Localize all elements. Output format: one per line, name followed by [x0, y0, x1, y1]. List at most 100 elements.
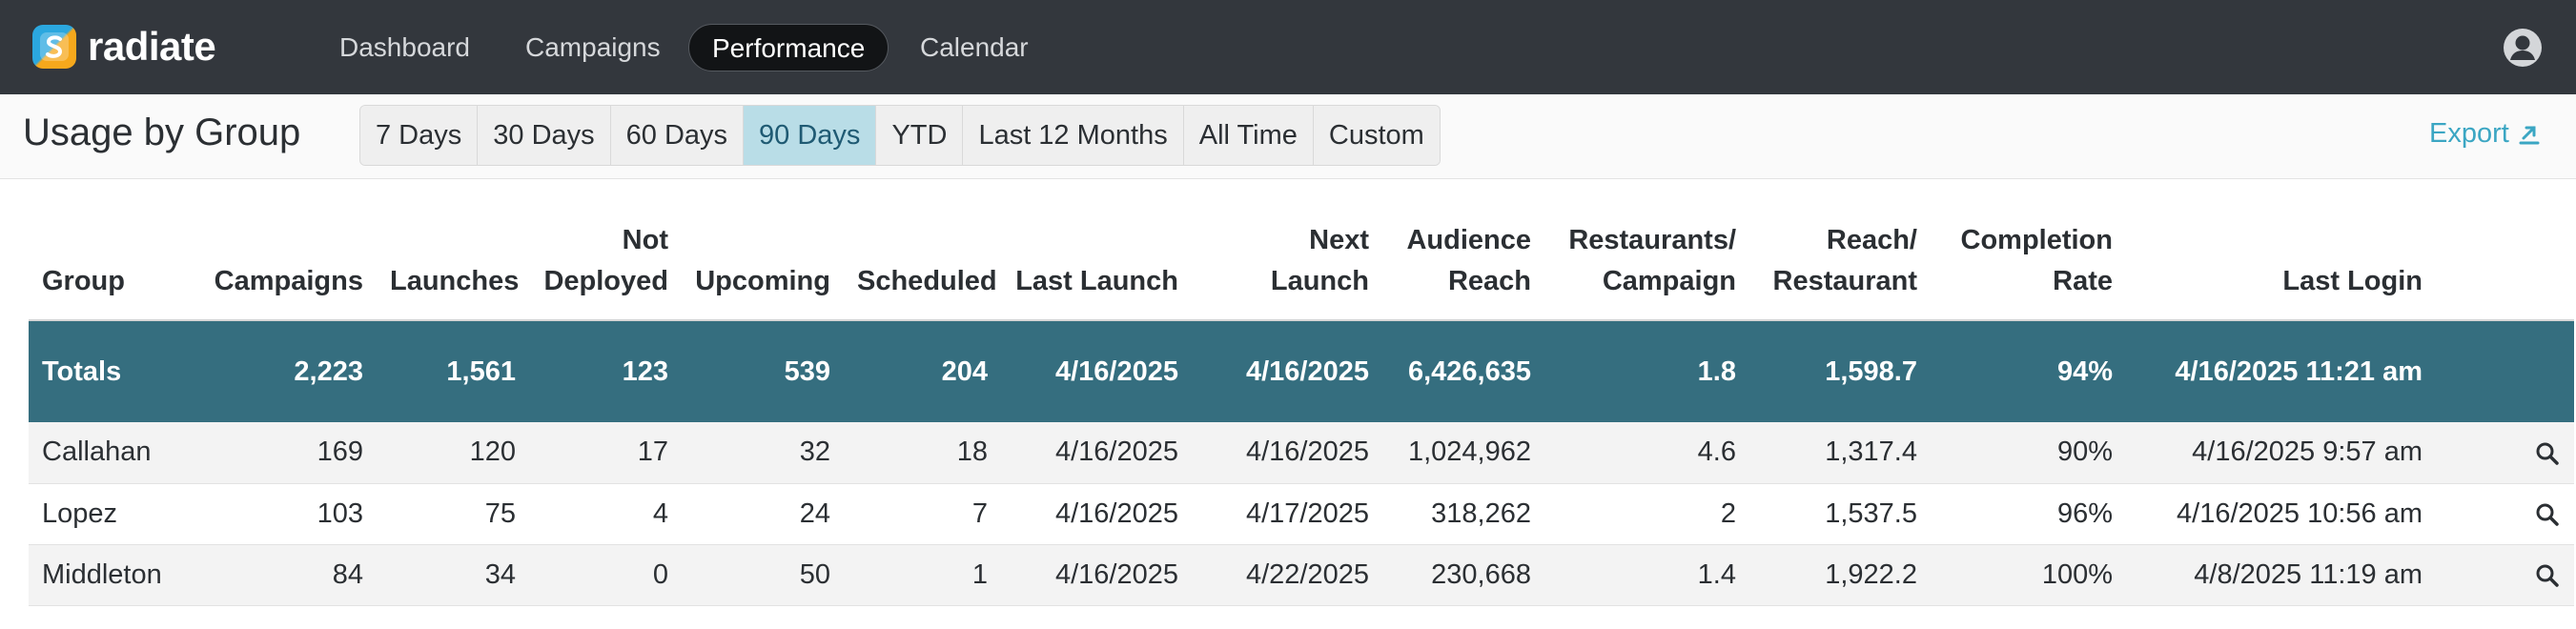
totals-launches: 1,561: [377, 320, 529, 422]
nav-item-performance[interactable]: Performance: [688, 24, 889, 71]
range-90-days[interactable]: 90 Days: [744, 106, 877, 165]
row-launches: 75: [377, 483, 529, 545]
col-campaigns[interactable]: Campaigns: [186, 217, 377, 321]
nav-item-calendar[interactable]: Calendar: [920, 32, 1029, 62]
search-icon[interactable]: [2534, 501, 2561, 528]
totals-scheduled: 204: [844, 320, 1001, 422]
row-upcoming: 24: [682, 483, 844, 545]
col-launches[interactable]: Launches: [377, 217, 529, 321]
totals-audience-reach: 6,426,635: [1382, 320, 1544, 422]
row-next-launch: 4/17/2025: [1192, 483, 1382, 545]
range-ytd[interactable]: YTD: [876, 106, 964, 165]
totals-last-login: 4/16/2025 11:21 am: [2126, 320, 2436, 422]
user-avatar-icon[interactable]: [2503, 28, 2543, 68]
row-audience-reach: 318,262: [1382, 483, 1544, 545]
row-last-login: 4/8/2025 11:19 am: [2126, 544, 2436, 606]
top-nav: radiate Dashboard Campaigns Performance …: [0, 0, 2576, 94]
row-last-login: 4/16/2025 10:56 am: [2126, 483, 2436, 545]
totals-action-cell: [2436, 320, 2574, 422]
row-launches: 120: [377, 422, 529, 484]
row-restaurants-per-campaign: 2: [1544, 483, 1749, 545]
col-group[interactable]: Group: [29, 217, 186, 321]
totals-row: Totals 2,223 1,561 123 539 204 4/16/2025…: [29, 320, 2574, 422]
totals-upcoming: 539: [682, 320, 844, 422]
totals-reach-per-restaurant: 1,598.7: [1749, 320, 1931, 422]
row-last-launch: 4/16/2025: [1001, 544, 1192, 606]
row-restaurants-per-campaign: 1.4: [1544, 544, 1749, 606]
col-last-launch[interactable]: Last Launch: [1001, 217, 1192, 321]
usage-table: Group Campaigns Launches Not Deployed Upc…: [29, 217, 2574, 606]
row-action-cell: [2436, 422, 2574, 484]
export-button[interactable]: Export: [2429, 118, 2542, 150]
col-last-login[interactable]: Last Login: [2126, 217, 2436, 321]
row-group: Lopez: [29, 483, 186, 545]
col-completion-rate[interactable]: Completion Rate: [1931, 217, 2126, 321]
nav-item-dashboard[interactable]: Dashboard: [339, 32, 470, 62]
row-reach-per-restaurant: 1,317.4: [1749, 422, 1931, 484]
nav-item-campaigns[interactable]: Campaigns: [525, 32, 661, 62]
page-title: Usage by Group: [23, 112, 301, 153]
row-audience-reach: 1,024,962: [1382, 422, 1544, 484]
row-last-launch: 4/16/2025: [1001, 483, 1192, 545]
table-header-row: Group Campaigns Launches Not Deployed Upc…: [29, 217, 2574, 321]
row-last-login: 4/16/2025 9:57 am: [2126, 422, 2436, 484]
search-icon[interactable]: [2534, 440, 2561, 467]
brand-logo[interactable]: radiate: [32, 24, 216, 70]
totals-next-launch: 4/16/2025: [1192, 320, 1382, 422]
totals-last-launch: 4/16/2025: [1001, 320, 1192, 422]
row-not-deployed: 17: [529, 422, 682, 484]
row-completion-rate: 90%: [1931, 422, 2126, 484]
row-next-launch: 4/16/2025: [1192, 422, 1382, 484]
row-restaurants-per-campaign: 4.6: [1544, 422, 1749, 484]
export-arrow-icon: [2519, 126, 2540, 144]
row-not-deployed: 0: [529, 544, 682, 606]
col-actions: [2436, 217, 2574, 321]
range-30-days[interactable]: 30 Days: [478, 106, 611, 165]
row-group: Callahan: [29, 422, 186, 484]
range-all-time[interactable]: All Time: [1183, 106, 1314, 165]
table-row[interactable]: Middleton 84 34 0 50 1 4/16/2025 4/22/20…: [29, 544, 2574, 606]
col-audience-reach[interactable]: Audience Reach: [1382, 217, 1544, 321]
row-scheduled: 1: [844, 544, 1001, 606]
row-not-deployed: 4: [529, 483, 682, 545]
row-action-cell: [2436, 544, 2574, 606]
row-scheduled: 18: [844, 422, 1001, 484]
search-icon[interactable]: [2534, 562, 2561, 589]
range-custom[interactable]: Custom: [1313, 106, 1440, 165]
col-upcoming[interactable]: Upcoming: [682, 217, 844, 321]
brand-mark-icon: [32, 25, 76, 69]
row-completion-rate: 100%: [1931, 544, 2126, 606]
row-action-cell: [2436, 483, 2574, 545]
row-campaigns: 169: [186, 422, 377, 484]
export-label: Export: [2429, 118, 2509, 149]
table-row[interactable]: Lopez 103 75 4 24 7 4/16/2025 4/17/2025 …: [29, 483, 2574, 545]
col-not-deployed[interactable]: Not Deployed: [529, 217, 682, 321]
totals-not-deployed: 123: [529, 320, 682, 422]
totals-completion-rate: 94%: [1931, 320, 2126, 422]
row-upcoming: 50: [682, 544, 844, 606]
row-campaigns: 103: [186, 483, 377, 545]
brand-name: radiate: [88, 24, 216, 69]
col-reach-per-restaurant[interactable]: Reach/Restaurant: [1749, 217, 1931, 321]
date-range-selector: 7 Days 30 Days 60 Days 90 Days YTD Last …: [359, 105, 1441, 166]
row-launches: 34: [377, 544, 529, 606]
col-scheduled[interactable]: Scheduled: [844, 217, 1001, 321]
row-campaigns: 84: [186, 544, 377, 606]
row-audience-reach: 230,668: [1382, 544, 1544, 606]
row-group: Middleton: [29, 544, 186, 606]
col-next-launch[interactable]: Next Launch: [1192, 217, 1382, 321]
row-reach-per-restaurant: 1,922.2: [1749, 544, 1931, 606]
row-next-launch: 4/22/2025: [1192, 544, 1382, 606]
range-60-days[interactable]: 60 Days: [610, 106, 745, 165]
row-scheduled: 7: [844, 483, 1001, 545]
totals-campaigns: 2,223: [186, 320, 377, 422]
row-reach-per-restaurant: 1,537.5: [1749, 483, 1931, 545]
col-restaurants-per-campaign[interactable]: Restaurants/Campaign: [1544, 217, 1749, 321]
row-upcoming: 32: [682, 422, 844, 484]
table-row[interactable]: Callahan 169 120 17 32 18 4/16/2025 4/16…: [29, 422, 2574, 484]
totals-label: Totals: [29, 320, 186, 422]
range-7-days[interactable]: 7 Days: [360, 106, 479, 165]
totals-restaurants-per-campaign: 1.8: [1544, 320, 1749, 422]
range-last-12-months[interactable]: Last 12 Months: [963, 106, 1184, 165]
row-last-launch: 4/16/2025: [1001, 422, 1192, 484]
